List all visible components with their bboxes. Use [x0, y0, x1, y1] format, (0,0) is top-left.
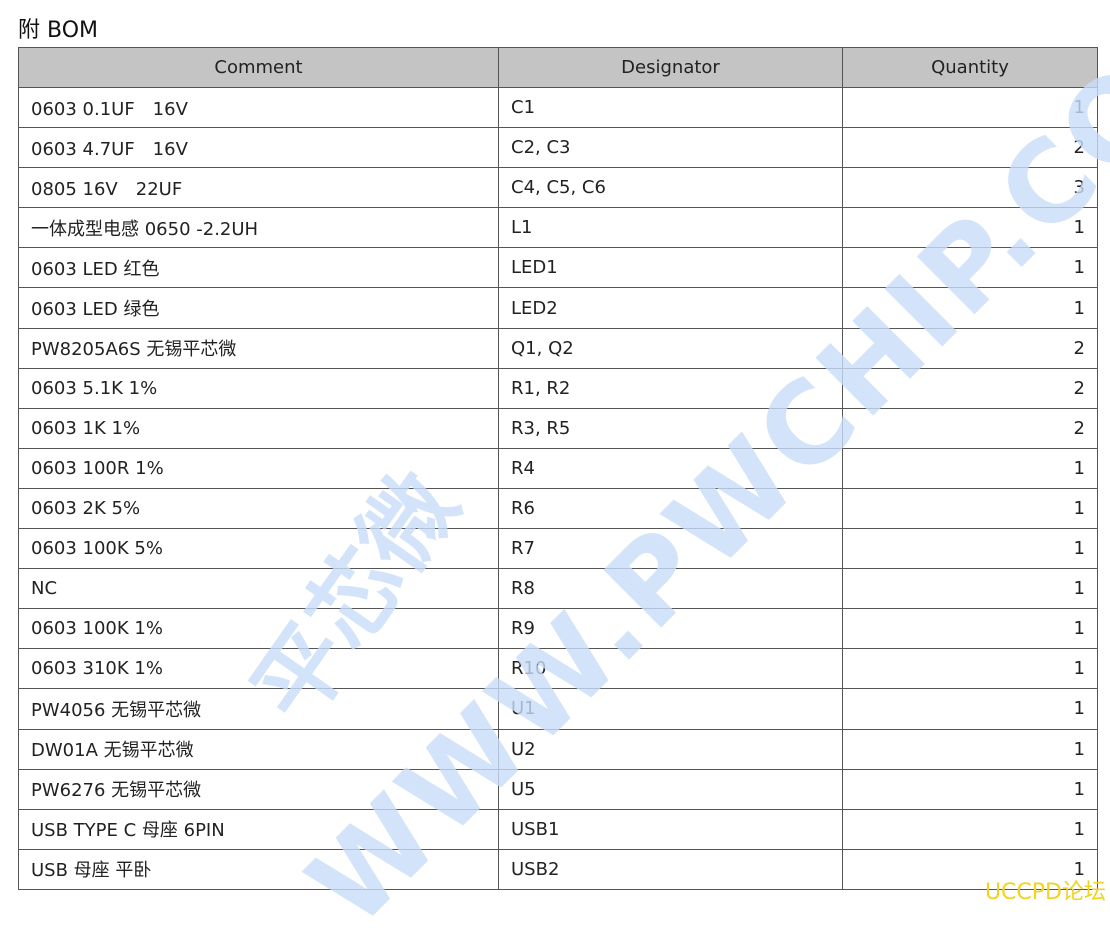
- table-row: 0603 5.1K 1% R1, R2 2: [18, 367, 1098, 409]
- cell-comment: PW8205A6S 无锡平芯微: [18, 327, 499, 369]
- cell-designator: R4: [498, 447, 843, 489]
- cell-designator: C1: [498, 86, 843, 129]
- cell-designator: LED1: [498, 247, 843, 289]
- cell-quantity: 1: [842, 207, 1098, 249]
- cell-quantity: 1: [842, 86, 1098, 129]
- table-row: 0603 100R 1% R4 1: [18, 447, 1098, 489]
- cell-designator: R3, R5: [498, 407, 843, 449]
- cell-designator: U5: [498, 768, 843, 810]
- cell-designator: U2: [498, 728, 843, 770]
- cell-designator: L1: [498, 207, 843, 249]
- table-row: 0603 LED 绿色 LED2 1: [18, 287, 1098, 329]
- cell-comment: 一体成型电感 0650 -2.2UH: [18, 207, 499, 249]
- cell-comment: 0603 100K 1%: [18, 608, 499, 650]
- cell-comment: PW4056 无锡平芯微: [18, 688, 499, 730]
- cell-designator: USB1: [498, 808, 843, 850]
- cell-designator: R8: [498, 568, 843, 610]
- cell-quantity: 1: [842, 728, 1098, 770]
- table-row: 一体成型电感 0650 -2.2UH L1 1: [18, 207, 1098, 249]
- table-row: PW4056 无锡平芯微 U1 1: [18, 688, 1098, 730]
- cell-comment: PW6276 无锡平芯微: [18, 768, 499, 810]
- cell-quantity: 1: [842, 688, 1098, 730]
- cell-comment: 0603 LED 红色: [18, 247, 499, 289]
- bom-table: Comment Designator Quantity 0603 0.1UF 1…: [18, 47, 1098, 890]
- cell-comment: USB TYPE C 母座 6PIN: [18, 808, 499, 850]
- cell-comment: 0603 4.7UF 16V: [18, 127, 499, 169]
- cell-quantity: 1: [842, 568, 1098, 610]
- cell-comment: 0603 5.1K 1%: [18, 367, 499, 409]
- cell-comment: 0603 310K 1%: [18, 648, 499, 690]
- cell-quantity: 2: [842, 327, 1098, 369]
- cell-designator: USB2: [498, 848, 843, 890]
- cell-quantity: 1: [842, 608, 1098, 650]
- cell-comment: 0603 100K 5%: [18, 528, 499, 570]
- table-row: PW8205A6S 无锡平芯微 Q1, Q2 2: [18, 327, 1098, 369]
- cell-comment: 0603 100R 1%: [18, 447, 499, 489]
- cell-quantity: 1: [842, 447, 1098, 489]
- cell-comment: 0805 16V 22UF: [18, 167, 499, 209]
- cell-quantity: 1: [842, 848, 1098, 890]
- cell-designator: Q1, Q2: [498, 327, 843, 369]
- table-row: USB 母座 平卧 USB2 1: [18, 848, 1098, 890]
- table-row: 0603 4.7UF 16V C2, C3 2: [18, 127, 1098, 169]
- cell-designator: R10: [498, 648, 843, 690]
- table-row: 0603 2K 5% R6 1: [18, 487, 1098, 530]
- table-row: 0603 0.1UF 16V C1 1: [18, 86, 1098, 129]
- table-row: 0805 16V 22UF C4, C5, C6 3: [18, 167, 1098, 209]
- cell-comment: 0603 1K 1%: [18, 407, 499, 449]
- table-row: NC R8 1: [18, 568, 1098, 610]
- header-quantity: Quantity: [842, 47, 1098, 88]
- cell-designator: C4, C5, C6: [498, 167, 843, 209]
- table-row: 0603 100K 5% R7 1: [18, 528, 1098, 570]
- cell-quantity: 1: [842, 808, 1098, 850]
- table-row: 0603 310K 1% R10 1: [18, 648, 1098, 690]
- cell-quantity: 1: [842, 768, 1098, 810]
- cell-quantity: 1: [842, 287, 1098, 329]
- table-row: 0603 1K 1% R3, R5 2: [18, 407, 1098, 449]
- cell-comment: NC: [18, 568, 499, 610]
- header-comment: Comment: [18, 47, 499, 88]
- cell-designator: R7: [498, 528, 843, 570]
- cell-designator: C2, C3: [498, 127, 843, 169]
- cell-quantity: 2: [842, 407, 1098, 449]
- cell-quantity: 3: [842, 167, 1098, 209]
- table-row: USB TYPE C 母座 6PIN USB1 1: [18, 808, 1098, 850]
- cell-comment: 0603 LED 绿色: [18, 287, 499, 329]
- cell-quantity: 1: [842, 487, 1098, 530]
- cell-comment: USB 母座 平卧: [18, 848, 499, 890]
- table-row: 0603 100K 1% R9 1: [18, 608, 1098, 650]
- cell-quantity: 1: [842, 528, 1098, 570]
- cell-designator: LED2: [498, 287, 843, 329]
- cell-quantity: 2: [842, 127, 1098, 169]
- header-designator: Designator: [498, 47, 843, 88]
- cell-quantity: 1: [842, 648, 1098, 690]
- table-row: DW01A 无锡平芯微 U2 1: [18, 728, 1098, 770]
- table-header-row: Comment Designator Quantity: [18, 47, 1098, 88]
- cell-designator: R9: [498, 608, 843, 650]
- cell-comment: 0603 2K 5%: [18, 487, 499, 530]
- cell-quantity: 2: [842, 367, 1098, 409]
- cell-quantity: 1: [842, 247, 1098, 289]
- table-row: 0603 LED 红色 LED1 1: [18, 247, 1098, 289]
- cell-comment: 0603 0.1UF 16V: [18, 86, 499, 129]
- cell-comment: DW01A 无锡平芯微: [18, 728, 499, 770]
- cell-designator: R6: [498, 487, 843, 530]
- cell-designator: U1: [498, 688, 843, 730]
- table-row: PW6276 无锡平芯微 U5 1: [18, 768, 1098, 810]
- forum-watermark: UCCPD论坛: [984, 880, 1106, 905]
- cell-designator: R1, R2: [498, 367, 843, 409]
- section-title: 附 BOM: [18, 18, 98, 43]
